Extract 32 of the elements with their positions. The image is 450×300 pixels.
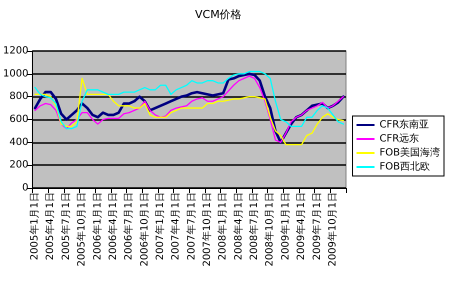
x-tick-label: 2005年4月1日 xyxy=(44,192,56,260)
x-tick-label: 2007年7月1日 xyxy=(185,192,198,260)
x-tick-label: 2009年10月1日 xyxy=(326,192,338,267)
legend-label: CFR东南亚 xyxy=(380,118,430,130)
x-tick-label: 2008年7月1日 xyxy=(248,192,260,260)
legend-label: CFR远东 xyxy=(380,132,420,144)
y-tick-label: 400 xyxy=(9,136,28,148)
x-tick-label: 2008年1月1日 xyxy=(216,192,229,260)
x-tick-label: 2005年1月1日 xyxy=(28,192,41,260)
x-tick-label: 2006年10月1日 xyxy=(138,192,150,267)
legend-label: FOB美国海湾 xyxy=(380,146,440,158)
y-tick-label: 1200 xyxy=(2,46,28,56)
y-tick-label: 1000 xyxy=(2,68,28,80)
x-tick-label: 2007年10月1日 xyxy=(201,192,214,267)
y-tick-label: 200 xyxy=(9,160,28,171)
x-tick-label: 2009年1月1日 xyxy=(279,192,292,260)
x-tick-label: 2007年4月1日 xyxy=(170,192,182,260)
x-tick-label: 2007年1月1日 xyxy=(154,192,166,260)
y-tick-label: 800 xyxy=(9,91,28,102)
x-tick-label: 2005年7月1日 xyxy=(60,192,72,260)
x-tick-label: 2006年1月1日 xyxy=(91,192,104,260)
x-tick-label: 2006年4月1日 xyxy=(106,192,119,260)
y-tick-label: 600 xyxy=(9,114,28,125)
x-tick-label: 2008年10月1日 xyxy=(264,192,276,267)
legend-label: FOB西北欧 xyxy=(380,160,430,172)
x-tick-label: 2008年4月1日 xyxy=(232,192,244,260)
y-tick-label: 0 xyxy=(22,182,28,194)
chart-title: VCM价格 xyxy=(195,8,242,21)
x-tick-label: 2009年7月1日 xyxy=(310,192,323,260)
x-tick-label: 2009年4月1日 xyxy=(295,192,308,260)
x-tick-label: 2005年10月1日 xyxy=(76,192,88,267)
x-tick-label: 2006年7月1日 xyxy=(122,192,135,260)
